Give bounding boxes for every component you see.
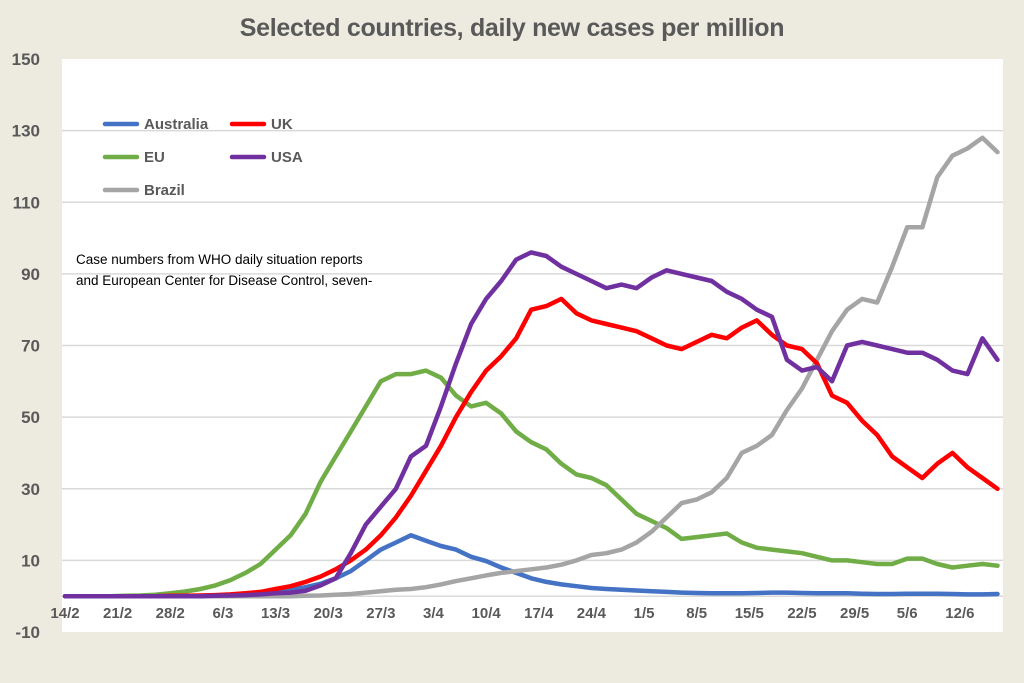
y-tick-label: 50 [21, 408, 40, 427]
x-tick-label: 3/4 [423, 605, 445, 622]
legend-label-australia: Australia [144, 116, 209, 133]
y-tick-label: 10 [21, 551, 40, 570]
y-tick-label: 110 [13, 193, 40, 212]
x-tick-label: 6/3 [212, 605, 233, 622]
y-tick-label: 130 [12, 122, 40, 141]
legend-label-uk: UK [271, 116, 293, 133]
annotation: Case numbers from WHO daily situation re… [76, 252, 372, 288]
series-lines [62, 135, 1000, 599]
chart-title: Selected countries, daily new cases per … [239, 14, 785, 42]
x-axis-ticks: 14/2 21/2 28/2 6/3 13/3 20/3 27/3 3/4 10/4 17/4 24… [50, 605, 974, 622]
series-line-usa [62, 250, 1000, 599]
x-tick-label: 12/6 [945, 605, 974, 622]
annotation-line: and European Center for Disease Control,… [76, 273, 372, 288]
y-tick-label: -10 [15, 623, 40, 642]
legend: Australia UK EU USA Brazil [102, 116, 303, 199]
x-tick-label: 10/4 [472, 605, 502, 622]
annotation-line: Case numbers from WHO daily situation re… [76, 252, 363, 267]
x-tick-label: 20/3 [314, 605, 343, 622]
x-tick-label: 24/4 [577, 605, 607, 622]
legend-label-usa: USA [271, 149, 303, 166]
x-tick-label: 15/5 [735, 605, 764, 622]
x-tick-label: 29/5 [840, 605, 869, 622]
y-tick-label: 30 [21, 480, 40, 499]
x-tick-label: 27/3 [366, 605, 395, 622]
x-tick-label: 5/6 [897, 605, 918, 622]
x-tick-label: 21/2 [103, 605, 132, 622]
y-tick-label: 150 [12, 50, 40, 69]
x-tick-label: 28/2 [156, 605, 185, 622]
x-tick-label: 22/5 [787, 605, 816, 622]
y-axis-ticks: 150 130 110 90 70 50 30 10 -10 [12, 50, 40, 642]
x-tick-label: 13/3 [261, 605, 290, 622]
legend-label-brazil: Brazil [144, 182, 185, 199]
x-tick-label: 17/4 [524, 605, 554, 622]
y-tick-label: 90 [21, 265, 40, 284]
x-tick-label: 1/5 [634, 605, 655, 622]
x-tick-label: 14/2 [50, 605, 79, 622]
y-tick-label: 70 [21, 337, 40, 356]
legend-label-eu: EU [144, 149, 165, 166]
x-tick-label: 8/5 [686, 605, 707, 622]
series-line-eu [62, 368, 1000, 599]
